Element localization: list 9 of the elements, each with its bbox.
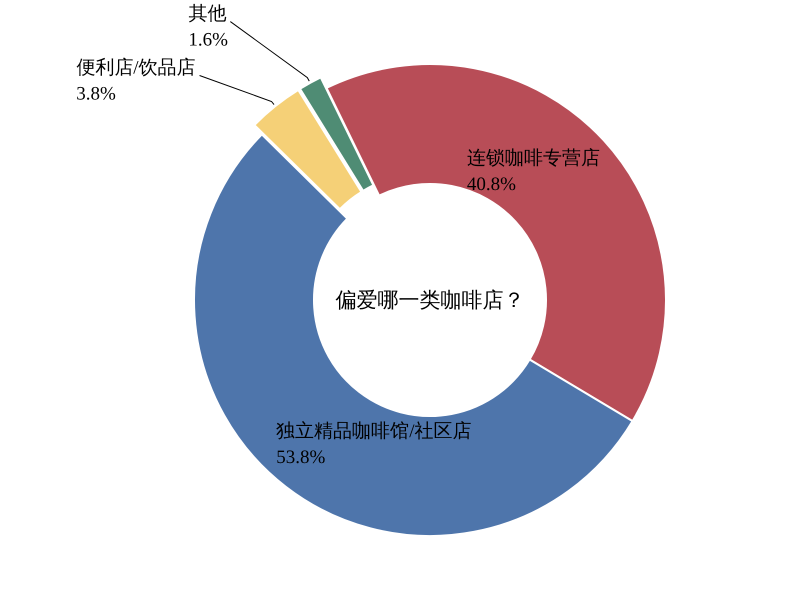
text: 偏爱哪一类咖啡店？ [336,288,524,312]
slice-label: 独立精品咖啡馆/社区店 [276,420,472,442]
slice-label: 便利店/饮品店 [76,56,196,78]
data-label: 3.8% [76,83,116,104]
slice-label: 其他 [188,4,226,25]
data-label: 53.8% [276,447,326,468]
data-label: 1.6% [188,30,228,51]
slice-label: 连锁咖啡专营店 [466,147,600,170]
data-label: 40.8% [466,174,516,196]
